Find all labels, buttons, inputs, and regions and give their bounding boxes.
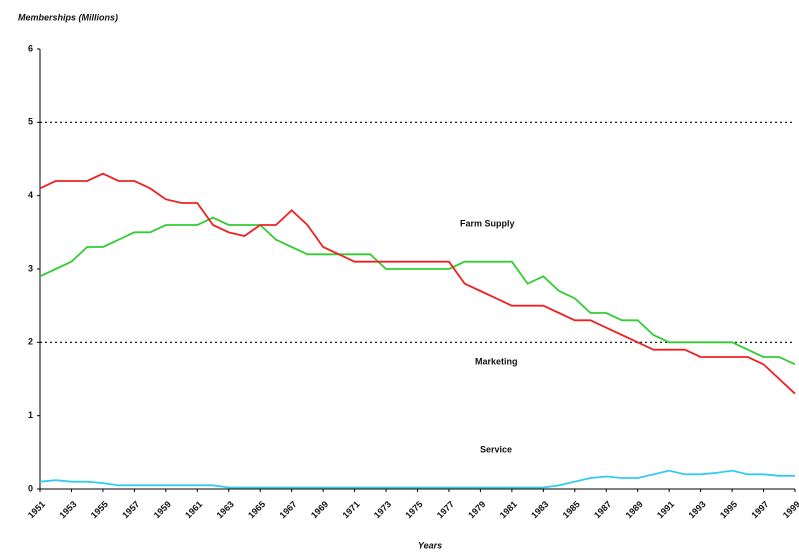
x-tick-label: 1967 [278,499,299,520]
series-label: Farm Supply [460,218,515,228]
x-tick-label: 1993 [686,499,707,520]
x-tick-label: 1969 [309,499,330,520]
x-tick-label: 1959 [152,499,173,520]
x-tick-label: 1963 [215,499,236,520]
x-tick-label: 1989 [624,499,645,520]
series-line [39,469,795,489]
y-tick-label: 4 [28,190,33,200]
y-tick-label: 0 [28,483,33,493]
x-tick-label: 1971 [340,499,361,520]
x-tick-label: 1979 [466,499,487,520]
x-tick-label: 1955 [89,499,110,520]
y-tick-label: 3 [28,263,33,273]
x-axis-label: Years [418,540,442,550]
x-tick-label: 1953 [57,499,78,520]
x-tick-label: 1973 [372,499,393,520]
x-tick-label: 1981 [498,499,519,520]
x-tick-label: 1983 [529,499,550,520]
series-line [39,216,796,366]
y-tick-label: 1 [28,410,33,420]
x-tick-label: 1957 [120,499,141,520]
x-tick-label: 1961 [183,499,204,520]
x-tick-label: 1985 [561,499,582,520]
chart-title: Memberships (Millions) [18,12,118,22]
series-label: Service [480,444,512,454]
y-tick-label: 6 [28,43,33,53]
x-tick-label: 1997 [749,499,770,520]
x-tick-label: 1987 [592,499,613,520]
series-label: Marketing [475,356,518,366]
x-tick-label: 1995 [718,499,739,520]
x-tick-label: 1975 [403,499,424,520]
x-tick-label: 1991 [655,499,676,520]
y-tick-label: 5 [28,117,33,127]
x-tick-label: 1977 [435,499,456,520]
y-tick-label: 2 [28,337,33,347]
x-tick-label: 1965 [246,499,267,520]
x-tick-label: 1951 [26,499,47,520]
x-tick-label: 1999 [781,499,799,520]
series-line [39,172,796,395]
